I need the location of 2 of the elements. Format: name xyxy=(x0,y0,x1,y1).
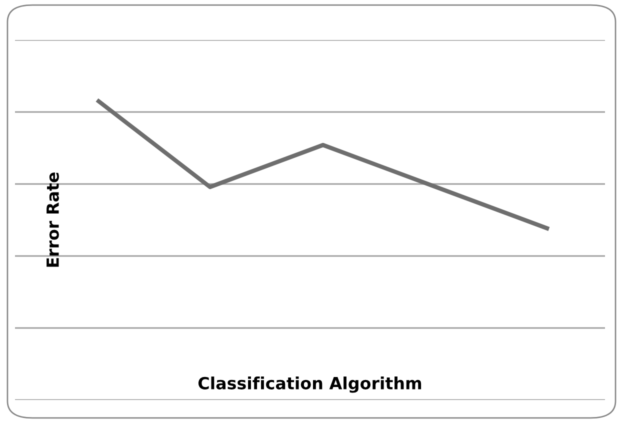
annotation: Classification Algorithm xyxy=(198,376,422,393)
y-axis-title: Error Rate xyxy=(46,172,59,267)
